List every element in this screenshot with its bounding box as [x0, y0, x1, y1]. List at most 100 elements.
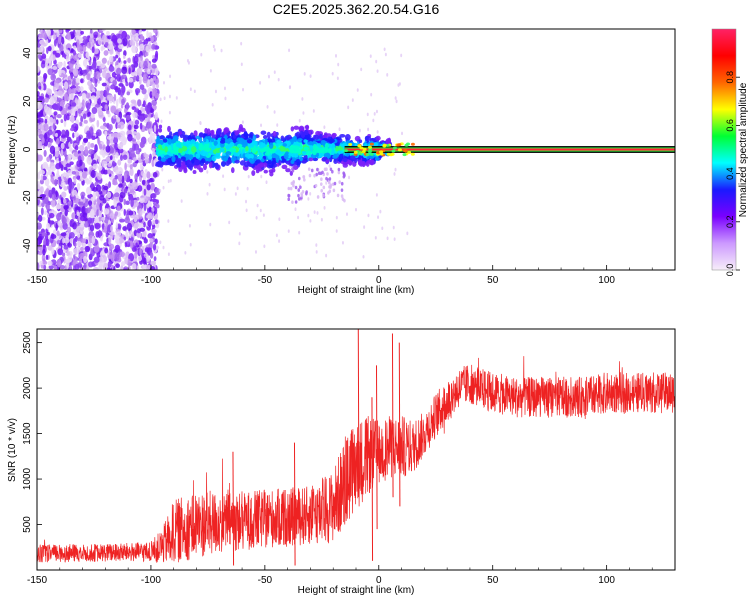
spectral-noise-point — [118, 183, 123, 188]
spectral-noise-point — [154, 188, 161, 196]
spectral-noise-point — [139, 43, 145, 52]
spectral-band-point — [169, 131, 173, 137]
x-tick-label: -100 — [141, 575, 161, 586]
spectral-noise-point — [121, 74, 127, 80]
spectral-noise-point — [84, 245, 91, 253]
spectral-noise-point — [81, 171, 88, 179]
spectral-noise-point — [128, 80, 134, 89]
spectral-noise-point — [123, 198, 127, 206]
snr-series-line — [37, 356, 675, 563]
spectral-noise-point — [220, 48, 223, 53]
spectral-noise-point — [131, 45, 138, 54]
spectral-noise-point — [315, 250, 318, 254]
spectral-noise-point — [61, 216, 67, 225]
spectral-noise-point — [86, 42, 92, 49]
spectral-band-point — [178, 148, 183, 154]
spectral-noise-point — [147, 219, 152, 228]
spectral-noise-point — [68, 88, 73, 95]
spectral-noise-point — [292, 183, 295, 188]
spectral-band-point — [299, 130, 304, 136]
spectral-noise-point — [122, 37, 128, 47]
spectral-noise-point — [97, 156, 101, 163]
spectral-noise-point — [152, 82, 156, 90]
spectral-noise-point — [44, 118, 48, 124]
spectral-noise-point — [119, 130, 126, 137]
spectral-band-point — [249, 142, 255, 148]
spectral-noise-point — [55, 132, 58, 138]
spectral-noise-point — [151, 192, 157, 199]
y-tick-label: -40 — [22, 238, 33, 253]
spectral-noise-point — [136, 231, 142, 238]
spectral-noise-point — [154, 219, 159, 225]
spectral-noise-point — [151, 228, 157, 234]
spectral-noise-point — [153, 124, 157, 133]
spectral-noise-point — [86, 130, 91, 137]
spectral-noise-point — [41, 60, 46, 65]
spectral-noise-point — [329, 167, 333, 172]
spectral-band-point — [191, 146, 197, 153]
spectral-noise-point — [341, 240, 344, 245]
spectral-noise-point — [122, 226, 128, 231]
spectral-noise-point — [375, 109, 378, 114]
spectral-noise-point — [331, 71, 334, 76]
spectral-band-point — [202, 163, 207, 171]
spectral-noise-point — [184, 250, 187, 255]
spectral-noise-point — [71, 170, 76, 175]
spectral-band-point — [326, 133, 332, 137]
spectral-noise-point — [323, 125, 326, 130]
spectral-noise-point — [67, 185, 70, 190]
spectral-noise-point — [74, 241, 77, 248]
spectral-band-point — [318, 152, 325, 157]
spectral-noise-point — [89, 29, 93, 34]
spectral-noise-point — [120, 261, 126, 267]
spectral-band-point — [375, 135, 381, 141]
spectral-noise-point — [57, 90, 63, 96]
colorbar-tick-label: 0.8 — [725, 71, 735, 84]
spectral-noise-point — [62, 172, 67, 177]
spectral-noise-point — [106, 267, 111, 270]
spectral-noise-point — [119, 154, 123, 161]
spectral-noise-point — [37, 104, 40, 109]
spectral-noise-point — [148, 42, 152, 50]
spectral-noise-point — [83, 119, 88, 124]
spectral-noise-point — [72, 50, 77, 56]
spectral-noise-point — [71, 102, 77, 107]
spectral-band-point — [245, 146, 249, 152]
spectral-noise-point — [81, 69, 87, 74]
spectral-noise-point — [238, 241, 241, 246]
spectral-noise-point — [367, 213, 370, 218]
spectral-noise-point — [88, 59, 92, 66]
spectral-noise-point — [83, 263, 87, 270]
x-tick-label: 50 — [487, 575, 499, 586]
spectral-noise-point — [128, 210, 134, 216]
spectral-noise-point — [81, 194, 85, 200]
spectral-noise-point — [150, 182, 156, 191]
spectral-noise-point — [41, 175, 47, 181]
spectral-noise-point — [136, 196, 140, 201]
spectral-noise-point — [55, 222, 58, 231]
spectral-noise-point — [48, 265, 54, 270]
spectral-noise-point — [77, 53, 83, 58]
spectral-noise-point — [133, 222, 139, 229]
spectral-noise-point — [358, 128, 361, 133]
spectral-noise-point — [143, 188, 147, 196]
snr-spike — [357, 329, 360, 493]
colorbar-frame — [711, 28, 737, 271]
spectral-noise-point — [70, 114, 75, 124]
spectral-noise-point — [48, 189, 53, 198]
spectral-noise-point — [142, 160, 145, 165]
spectral-noise-point — [223, 86, 226, 91]
spectral-noise-point — [88, 179, 92, 185]
spectral-noise-point — [106, 138, 110, 147]
spectral-noise-point — [39, 186, 44, 194]
spectral-noise-point — [60, 109, 67, 116]
spectral-noise-point — [376, 69, 379, 73]
spectral-noise-point — [95, 230, 100, 238]
spectral-band-point — [283, 152, 289, 160]
spectral-noise-point — [151, 58, 157, 63]
spectral-noise-point — [307, 197, 310, 201]
spectral-band-point — [329, 138, 335, 144]
spectral-band-point — [195, 141, 199, 148]
spectral-band-point — [246, 138, 253, 144]
spectral-noise-point — [107, 60, 110, 66]
